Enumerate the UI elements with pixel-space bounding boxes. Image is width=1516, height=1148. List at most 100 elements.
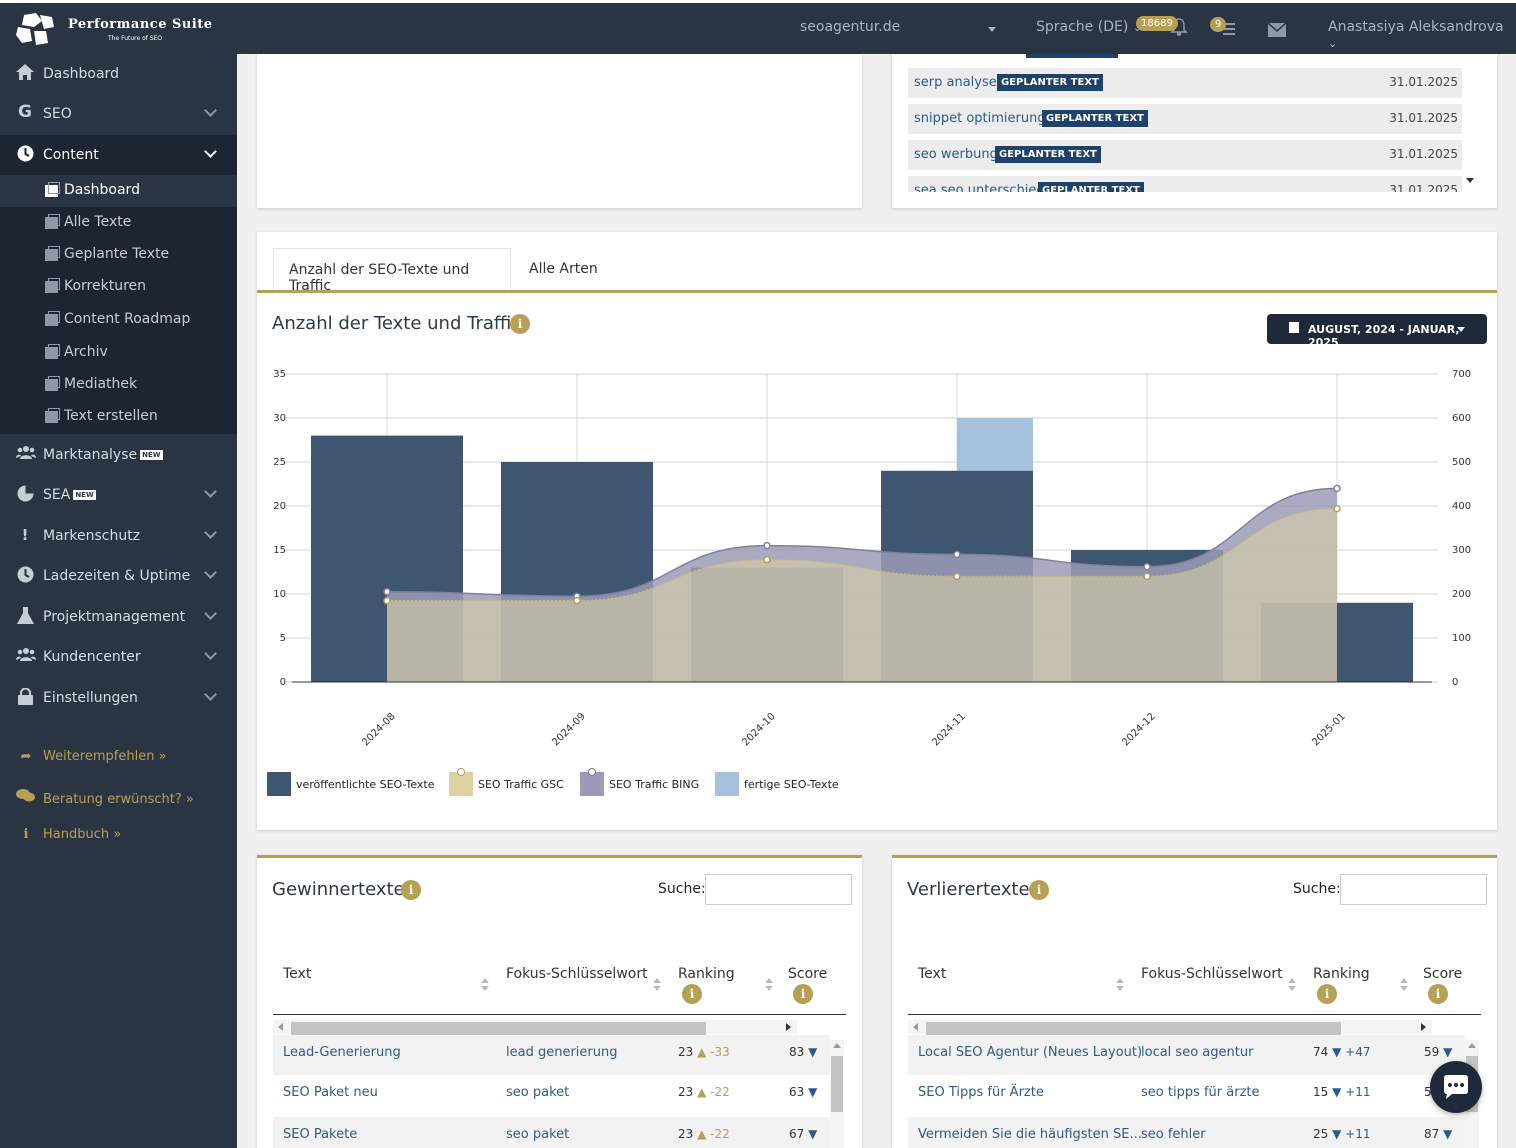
column-header-text[interactable]: Text	[918, 966, 947, 982]
chevron-down-icon: ⌄	[1328, 37, 1338, 50]
text-link[interactable]: SEO Paket neu	[283, 1085, 378, 1100]
list-item[interactable]: seo werbung GEPLANTER TEXT 31.01.2025	[908, 140, 1462, 170]
point-seo-traffic-gsc	[763, 555, 771, 564]
sidebar-item-sea[interactable]: SEA NEW	[0, 475, 237, 515]
table-row[interactable]: SEO Tipps für Ärzte seo tipps für ärzte …	[908, 1075, 1465, 1115]
text-link[interactable]: Lead-Generierung	[283, 1045, 401, 1060]
text-link[interactable]: SEO Tipps für Ärzte	[918, 1085, 1044, 1100]
keyword-link[interactable]: snippet optimierung	[914, 111, 1046, 126]
sidebar-item-seo[interactable]: G SEO	[0, 94, 237, 134]
keyword-link[interactable]: serp analyse	[914, 75, 997, 90]
keyword-link[interactable]: lead generierung	[506, 1045, 618, 1060]
list-item[interactable]: serp analyse GEPLANTER TEXT 31.01.2025	[908, 68, 1462, 98]
table-row[interactable]: Vermeiden Sie die häufigsten SE... seo f…	[908, 1117, 1465, 1148]
scrollbar-thumb[interactable]	[831, 1056, 843, 1112]
brand-logo[interactable]: Performance Suite The Future of SEO	[16, 13, 216, 49]
info-icon[interactable]: i	[401, 880, 421, 900]
sidebar-subitem-mediathek[interactable]: Mediathek	[0, 369, 237, 401]
list-item[interactable]: sea seo unterschied GEPLANTER TEXT 31.01…	[908, 176, 1462, 192]
vertical-scrollbar[interactable]	[830, 1040, 844, 1148]
sidebar-subitem-korrekturen[interactable]: Korrekturen	[0, 271, 237, 303]
chat-button[interactable]	[1430, 1061, 1482, 1113]
table-row[interactable]: SEO Pakete seo paket 23 ▲ -22 67 ▼	[273, 1117, 830, 1148]
sidebar-subitem-content-roadmap[interactable]: Content Roadmap	[0, 304, 237, 336]
sidebar-subitem-alle-texte[interactable]: Alle Texte	[0, 207, 237, 239]
legend-item[interactable]: SEO Traffic BING	[580, 768, 700, 796]
sort-icon[interactable]	[1116, 978, 1124, 992]
rank-change: +47	[1345, 1045, 1371, 1059]
info-icon[interactable]: i	[1428, 984, 1448, 1004]
losers-search-input[interactable]	[1340, 874, 1487, 905]
tab-alle-arten[interactable]: Alle Arten	[529, 248, 649, 292]
language-select[interactable]: Sprache (DE) ⌄	[1036, 19, 1142, 35]
sidebar-subitem-archiv[interactable]: Archiv	[0, 337, 237, 369]
horizontal-scrollbar[interactable]	[273, 1020, 797, 1035]
sidebar-item-markenschutz[interactable]: ! Markenschutz	[0, 516, 237, 556]
keyword-link[interactable]: seo tipps für ärzte	[1141, 1085, 1260, 1100]
info-icon[interactable]: i	[1317, 984, 1337, 1004]
user-menu[interactable]: Anastasiya Aleksandrova ⌄	[1328, 19, 1516, 51]
info-icon[interactable]: i	[793, 984, 813, 1004]
text-link[interactable]: SEO Pakete	[283, 1127, 358, 1142]
sort-icon[interactable]	[1400, 978, 1408, 992]
column-header-score[interactable]: Score	[788, 966, 828, 982]
sidebar-item-content[interactable]: Content	[0, 135, 237, 175]
table-row[interactable]: Local SEO Agentur (Neues Layout) local s…	[908, 1035, 1465, 1075]
keyword-link[interactable]: seo werbung	[914, 147, 998, 162]
sidebar-item-projektmanagement[interactable]: Projektmanagement	[0, 597, 237, 637]
sort-icon[interactable]	[1288, 978, 1296, 992]
column-header-score[interactable]: Score	[1423, 966, 1463, 982]
sort-icon[interactable]	[481, 978, 489, 992]
legend-item[interactable]: SEO Traffic GSC	[449, 768, 569, 796]
text-link[interactable]: Local SEO Agentur (Neues Layout)	[918, 1045, 1143, 1060]
referral-link[interactable]: ➦ Weiterempfehlen »	[16, 749, 167, 764]
sort-icon[interactable]	[653, 978, 661, 992]
keyword-link[interactable]: seo fehler	[1141, 1127, 1206, 1142]
keyword-link[interactable]: local seo agentur	[1141, 1045, 1254, 1060]
legend-item[interactable]: veröffentlichte SEO-Texte	[267, 770, 437, 796]
tab-seo-texts-traffic[interactable]: Anzahl der SEO-Texte und Traffic	[273, 248, 511, 294]
text-link[interactable]: Vermeiden Sie die häufigsten SE...	[918, 1127, 1142, 1142]
scroll-up-icon[interactable]	[1468, 1043, 1476, 1048]
keyword-link[interactable]: seo paket	[506, 1127, 570, 1142]
sidebar-subitem-text-erstellen[interactable]: Text erstellen	[0, 401, 237, 433]
column-header-ranking[interactable]: Ranking	[678, 966, 735, 982]
scrollbar-thumb[interactable]	[291, 1022, 706, 1035]
column-header-keyword[interactable]: Fokus-Schlüsselwort	[1141, 966, 1283, 982]
sidebar-subitem-dashboard[interactable]: Dashboard	[0, 175, 237, 207]
keyword-link[interactable]: seo paket	[506, 1085, 570, 1100]
column-header-text[interactable]: Text	[283, 966, 312, 982]
scrollbar-thumb[interactable]	[926, 1022, 1341, 1035]
envelope-icon[interactable]	[1267, 22, 1287, 37]
sidebar-subitem-geplante-texte[interactable]: Geplante Texte	[0, 239, 237, 271]
column-header-keyword[interactable]: Fokus-Schlüsselwort	[506, 966, 648, 982]
list-item[interactable]: snippet optimierung GEPLANTER TEXT 31.01…	[908, 104, 1462, 134]
column-header-ranking[interactable]: Ranking	[1313, 966, 1370, 982]
scroll-left-icon[interactable]	[278, 1023, 283, 1031]
sort-icon[interactable]	[765, 978, 773, 992]
table-row[interactable]: Lead-Generierung lead generierung 23 ▲ -…	[273, 1035, 830, 1075]
domain-select[interactable]: seoagentur.de	[800, 19, 1000, 35]
table-row[interactable]: SEO Paket neu seo paket 23 ▲ -22 63 ▼	[273, 1075, 830, 1115]
scroll-right-icon[interactable]	[1421, 1023, 1426, 1031]
sidebar-item-marktanalyse[interactable]: Marktanalyse NEW	[0, 435, 237, 475]
scroll-down-icon[interactable]	[1466, 178, 1474, 183]
sidebar-item-ladezeiten[interactable]: Ladezeiten & Uptime	[0, 556, 237, 596]
scroll-right-icon[interactable]	[786, 1023, 791, 1031]
horizontal-scrollbar[interactable]	[908, 1020, 1432, 1035]
winners-search-input[interactable]	[705, 874, 852, 905]
y-tick-label-right: 0	[1452, 677, 1458, 688]
keyword-link[interactable]: sea seo unterschied	[914, 183, 1045, 192]
legend-item[interactable]: fertige SEO-Texte	[715, 770, 839, 796]
consultation-link[interactable]: Beratung erwünscht? »	[16, 788, 194, 807]
sidebar-item-kundencenter[interactable]: Kundencenter	[0, 637, 237, 677]
scroll-left-icon[interactable]	[913, 1023, 918, 1031]
info-icon[interactable]: i	[1029, 880, 1049, 900]
scroll-up-icon[interactable]	[833, 1043, 841, 1048]
info-icon[interactable]: i	[682, 984, 702, 1004]
info-icon[interactable]: i	[510, 314, 530, 334]
handbook-link[interactable]: i Handbuch »	[16, 827, 122, 842]
date-range-button[interactable]: AUGUST, 2024 - JANUAR, 2025	[1267, 314, 1487, 349]
sidebar-item-einstellungen[interactable]: Einstellungen	[0, 678, 237, 718]
sidebar-item-dashboard[interactable]: Dashboard	[0, 54, 237, 94]
